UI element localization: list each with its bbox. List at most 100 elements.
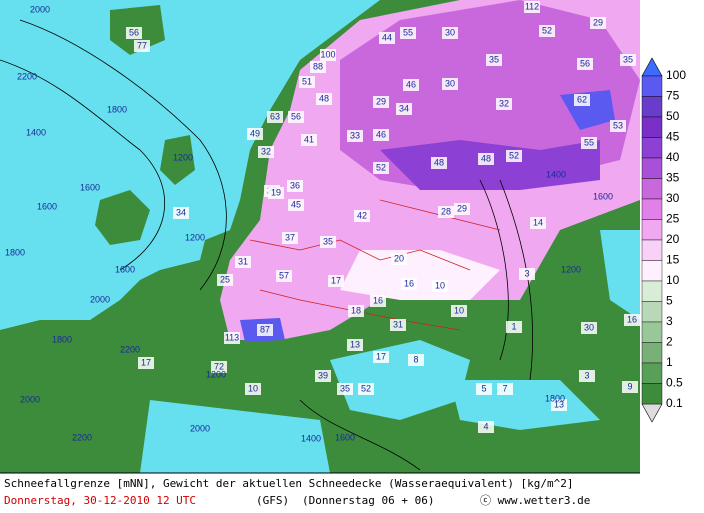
legend-label: 15 xyxy=(666,253,680,267)
map-label: 1600 xyxy=(37,201,57,211)
label-box xyxy=(530,217,546,229)
map-label: 88 xyxy=(313,61,323,71)
map-label: 62 xyxy=(577,94,587,104)
map-label: 20 xyxy=(394,253,404,263)
label-box xyxy=(539,25,555,37)
legend-swatch xyxy=(641,157,663,179)
map-labels: 2000567722001800140016001600120034120016… xyxy=(5,1,640,443)
map-label: 17 xyxy=(331,275,341,285)
label-box xyxy=(328,275,344,287)
map-label: 2000 xyxy=(90,294,110,304)
label-box xyxy=(373,129,389,141)
map-label: 2200 xyxy=(120,344,140,354)
legend-label: 100 xyxy=(666,68,686,82)
legend-swatch xyxy=(641,137,663,159)
map-label: 1400 xyxy=(546,169,566,179)
map-label: 53 xyxy=(613,120,623,130)
legend-label: 45 xyxy=(666,130,680,144)
map-label: 44 xyxy=(382,32,392,42)
map-label: 100 xyxy=(320,49,335,59)
map-label: 1200 xyxy=(206,369,226,379)
map-label: 29 xyxy=(376,96,386,106)
legend-label: 40 xyxy=(666,150,680,164)
map-label: 30 xyxy=(584,322,594,332)
map-label: 2000 xyxy=(20,394,40,404)
label-box xyxy=(454,203,470,215)
caption-run: (Donnerstag 06 + 06) xyxy=(302,494,434,507)
map-label: 16 xyxy=(404,278,414,288)
label-box xyxy=(579,370,595,382)
label-box xyxy=(624,314,640,326)
legend-swatch xyxy=(641,280,663,302)
label-box xyxy=(524,1,540,13)
label-box xyxy=(373,162,389,174)
legend-swatch xyxy=(641,383,663,405)
label-box xyxy=(320,236,336,248)
label-box xyxy=(478,421,494,433)
label-box xyxy=(258,146,274,158)
label-box xyxy=(173,207,189,219)
label-box xyxy=(622,381,638,393)
map-label: 112 xyxy=(525,1,539,11)
map-label: 56 xyxy=(291,111,301,121)
legend-label: 35 xyxy=(666,171,680,185)
map-label: 35 xyxy=(489,54,499,64)
label-box xyxy=(577,58,593,70)
map-label: 46 xyxy=(376,129,386,139)
map-label: 35 xyxy=(323,236,333,246)
legend-swatch xyxy=(641,239,663,261)
legend-label: 2 xyxy=(666,335,673,349)
map-label: 55 xyxy=(584,137,594,147)
map-label: 72 xyxy=(214,361,224,371)
label-box xyxy=(438,206,454,218)
label-box xyxy=(581,322,597,334)
caption-credit: ⓒ www.wetter3.de xyxy=(480,494,590,507)
label-box xyxy=(401,278,417,290)
map-label: 7 xyxy=(502,383,507,393)
map-label: 1200 xyxy=(173,152,193,162)
label-box xyxy=(224,332,240,344)
map-label: 45 xyxy=(291,199,301,209)
map-label: 29 xyxy=(593,17,603,27)
map-label: 2000 xyxy=(30,4,50,14)
label-box xyxy=(519,268,535,280)
label-box xyxy=(391,253,407,265)
label-box xyxy=(347,130,363,142)
map-label: 18 xyxy=(351,305,361,315)
label-box xyxy=(315,370,331,382)
label-box xyxy=(310,61,326,73)
map-label: 31 xyxy=(393,319,403,329)
map-label: 1400 xyxy=(301,433,321,443)
label-box xyxy=(581,137,597,149)
map-label: 16 xyxy=(627,314,637,324)
caption-model: (GFS) xyxy=(256,494,289,507)
map-label: 10 xyxy=(454,305,464,315)
caption-box xyxy=(0,473,704,513)
map-label: 30 xyxy=(445,27,455,37)
map-label: 46 xyxy=(406,79,416,89)
label-box xyxy=(282,232,298,244)
legend-label: 50 xyxy=(666,109,680,123)
map-label: 1200 xyxy=(561,264,581,274)
label-box xyxy=(373,351,389,363)
map-label: 52 xyxy=(542,25,552,35)
label-box xyxy=(235,256,251,268)
map-label: 2200 xyxy=(72,432,92,442)
label-box xyxy=(497,383,513,395)
map-label: 13 xyxy=(350,339,360,349)
legend-swatch xyxy=(641,301,663,323)
map-label: 52 xyxy=(509,150,519,160)
label-box xyxy=(347,339,363,351)
label-box xyxy=(337,383,353,395)
map-label: 37 xyxy=(285,232,295,242)
label-box xyxy=(396,103,412,115)
map-label: 57 xyxy=(279,270,289,280)
map-label: 31 xyxy=(238,256,248,266)
label-box xyxy=(320,49,336,61)
label-box xyxy=(257,324,273,336)
map-label: 1800 xyxy=(545,393,565,403)
label-box xyxy=(134,40,150,52)
map-label: 28 xyxy=(441,206,451,216)
label-box xyxy=(400,27,416,39)
